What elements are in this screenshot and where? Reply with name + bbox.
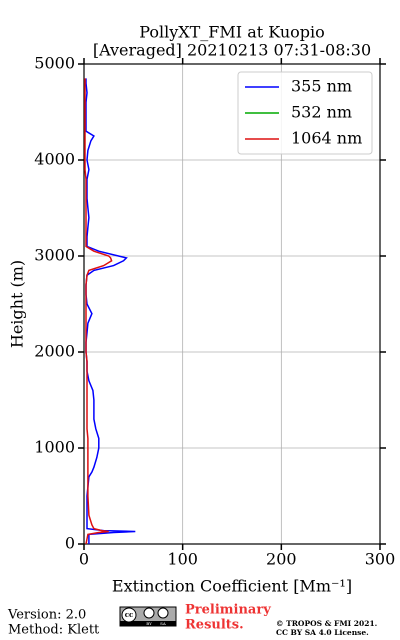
x-tick-label: 300 [365, 550, 396, 569]
badge-band [120, 621, 176, 626]
legend-label: 1064 nm [291, 129, 362, 148]
y-axis-label: Height (m) [8, 260, 27, 348]
y-tick-label: 1000 [34, 438, 75, 457]
badge-circle [143, 607, 155, 619]
y-tick-label: 3000 [34, 246, 75, 265]
y-tick-label: 5000 [34, 54, 75, 73]
chart-title: PollyXT_FMI at Kuopio [139, 23, 325, 42]
plot-frame [83, 63, 381, 545]
badge-circle [157, 607, 169, 619]
legend-box [237, 71, 373, 155]
badge-sa: SA [160, 621, 166, 626]
x-tick-label: 200 [266, 550, 297, 569]
legend: 355 nm 532 nm 1064 nm [237, 71, 373, 155]
x-tick-label: 0 [79, 550, 89, 569]
badge-by: BY [146, 621, 152, 626]
copyright: © TROPOS & FMI 2021. [276, 619, 377, 628]
preliminary: Results. [185, 618, 244, 633]
copyright: CC BY SA 4.0 License. [276, 628, 369, 637]
y-tick-label: 4000 [34, 150, 75, 169]
y-tick-label: 2000 [34, 342, 75, 361]
license-badge: cc BY SA [119, 606, 177, 627]
x-axis-label: Extinction Coefficient [Mm⁻¹] [112, 577, 352, 596]
badge-circle [121, 607, 137, 623]
profile-line [85, 78, 136, 544]
legend-label: 355 nm [291, 77, 352, 96]
x-tick-label: 100 [167, 550, 198, 569]
badge-cc: cc [125, 610, 134, 619]
y-tick-label: 0 [65, 534, 75, 553]
preliminary: Preliminary [185, 603, 271, 618]
version: Version: 2.0 [7, 608, 86, 623]
legend-label: 532 nm [291, 103, 352, 122]
method: Method: Klett [8, 623, 100, 638]
chart-subtitle: [Averaged] 20210213 07:31-08:30 [93, 41, 371, 60]
profile-line [84, 78, 113, 545]
